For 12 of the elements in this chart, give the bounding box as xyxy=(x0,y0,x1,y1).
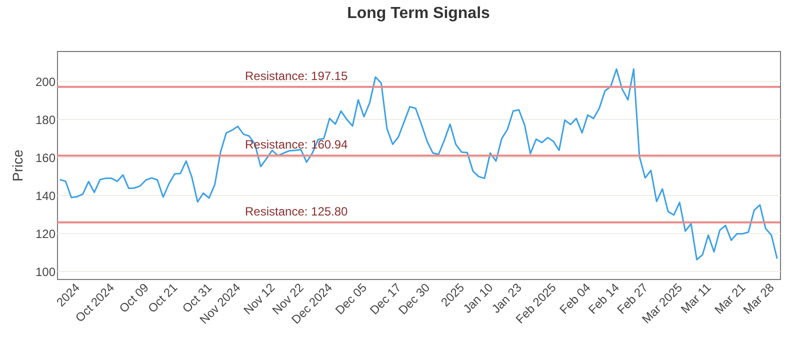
y-tick-label: 160 xyxy=(35,150,56,165)
chart-title: Long Term Signals xyxy=(347,5,490,22)
line-series xyxy=(59,68,778,260)
y-tick-label: 200 xyxy=(35,74,56,89)
y-tick-label: 180 xyxy=(35,112,56,127)
y-tick-label: 140 xyxy=(35,188,56,203)
y-tick-label: 120 xyxy=(35,226,56,241)
x-tick-label: Dec 05 xyxy=(332,280,370,318)
y-axis-title: Price xyxy=(9,149,26,182)
y-tick-label: 100 xyxy=(35,264,56,279)
ref-line-label: Resistance: 125.80 xyxy=(245,204,348,218)
ref-line-label: Resistance: 197.15 xyxy=(245,68,348,83)
